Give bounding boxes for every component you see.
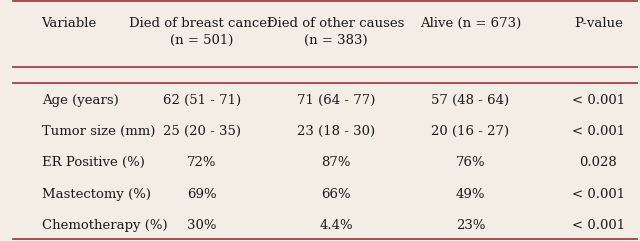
Text: 49%: 49% xyxy=(456,187,485,201)
Text: 62 (51 - 71): 62 (51 - 71) xyxy=(163,94,241,107)
Text: 69%: 69% xyxy=(187,187,216,201)
Text: < 0.001: < 0.001 xyxy=(572,125,625,138)
Text: < 0.001: < 0.001 xyxy=(572,219,625,232)
Text: 23%: 23% xyxy=(456,219,485,232)
Text: Alive (n = 673): Alive (n = 673) xyxy=(420,17,521,30)
Text: Chemotherapy (%): Chemotherapy (%) xyxy=(42,219,167,232)
Text: 72%: 72% xyxy=(187,156,216,169)
Text: 4.4%: 4.4% xyxy=(319,219,353,232)
Text: Tumor size (mm): Tumor size (mm) xyxy=(42,125,155,138)
Text: 76%: 76% xyxy=(456,156,485,169)
Text: 30%: 30% xyxy=(187,219,216,232)
Text: Died of other causes
(n = 383): Died of other causes (n = 383) xyxy=(268,17,404,47)
Text: 87%: 87% xyxy=(321,156,351,169)
Text: P-value: P-value xyxy=(574,17,623,30)
Text: 25 (20 - 35): 25 (20 - 35) xyxy=(163,125,241,138)
Text: 71 (64 - 77): 71 (64 - 77) xyxy=(297,94,375,107)
Text: Variable: Variable xyxy=(42,17,97,30)
Text: 0.028: 0.028 xyxy=(580,156,617,169)
Text: 20 (16 - 27): 20 (16 - 27) xyxy=(431,125,509,138)
Text: ER Positive (%): ER Positive (%) xyxy=(42,156,145,169)
Text: Mastectomy (%): Mastectomy (%) xyxy=(42,187,150,201)
Text: 66%: 66% xyxy=(321,187,351,201)
Text: Died of breast cancer
(n = 501): Died of breast cancer (n = 501) xyxy=(129,17,274,47)
Text: 57 (48 - 64): 57 (48 - 64) xyxy=(431,94,509,107)
Text: 23 (18 - 30): 23 (18 - 30) xyxy=(297,125,375,138)
Text: < 0.001: < 0.001 xyxy=(572,94,625,107)
Text: Age (years): Age (years) xyxy=(42,94,118,107)
Text: < 0.001: < 0.001 xyxy=(572,187,625,201)
